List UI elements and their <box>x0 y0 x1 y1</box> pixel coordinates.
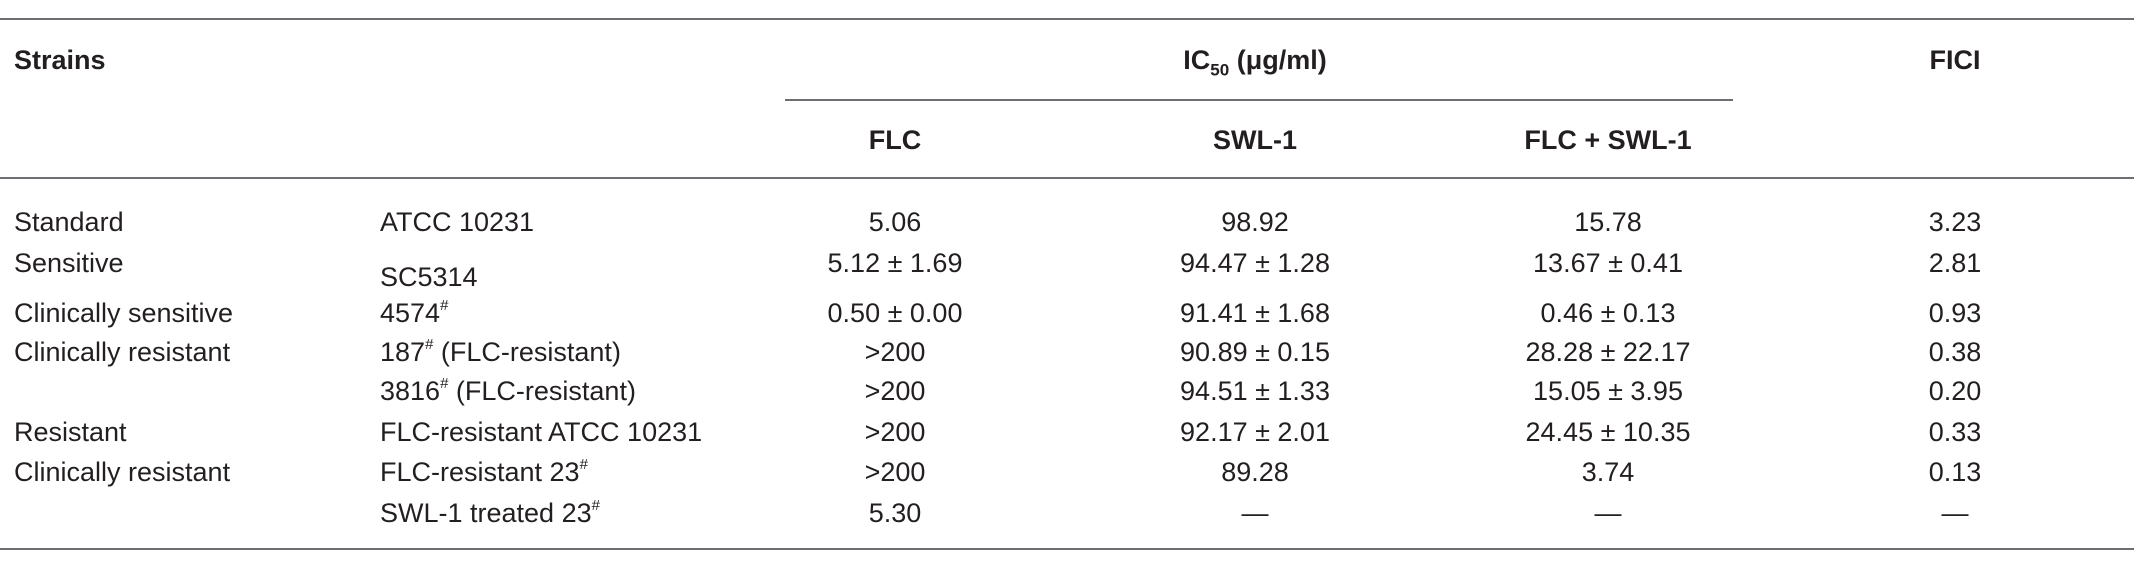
row-flc-swl1: 3.74 <box>1581 457 1635 487</box>
row-flc-swl1: 13.67 ± 0.41 <box>1533 248 1683 278</box>
header-flc-swl1: FLC + SWL-1 <box>1524 125 1692 155</box>
row-swl1: 92.17 ± 2.01 <box>1180 417 1330 447</box>
row-category: Sensitive <box>14 248 124 278</box>
row-strain-name: 3816 <box>380 376 441 406</box>
row-fici: 2.81 <box>1928 248 1982 278</box>
row-flc: 5.12 ± 1.69 <box>827 248 963 278</box>
row-flc-swl1: 0.46 ± 0.13 <box>1540 298 1676 328</box>
header-ic50-sub: 50 <box>1210 60 1230 80</box>
header-ic50: IC50 (μg/ml) <box>1183 44 1327 80</box>
row-strain-name: ATCC 10231 <box>380 207 535 237</box>
row-flc-swl1: 28.28 ± 22.17 <box>1525 337 1691 367</box>
row-flc-swl1: 15.05 ± 3.95 <box>1533 376 1683 406</box>
ic50-group-rule <box>785 99 1733 101</box>
row-fici: 3.23 <box>1928 207 1982 237</box>
row-category: Clinically sensitive <box>14 298 234 328</box>
row-strain-footnote-mark: # <box>425 336 434 353</box>
row-fici: 0.20 <box>1928 376 1982 406</box>
header-rule <box>0 177 2134 179</box>
header-ic50-unit: (μg/ml) <box>1229 45 1327 75</box>
row-flc: >200 <box>864 417 926 447</box>
row-swl1: 89.28 <box>1221 457 1289 487</box>
row-strain-suffix: (FLC-resistant) <box>433 337 621 367</box>
row-flc: >200 <box>864 337 926 367</box>
row-strain-name: SWL-1 treated 23 <box>380 498 592 528</box>
bottom-rule <box>0 548 2134 550</box>
row-category: Resistant <box>14 417 127 447</box>
row-fici: 0.33 <box>1928 417 1982 447</box>
row-strain: 3816# (FLC-resistant) <box>380 375 636 407</box>
top-rule <box>0 18 2134 20</box>
row-strain-suffix: (FLC-resistant) <box>448 376 636 406</box>
row-category: Clinically resistant <box>14 337 231 367</box>
row-flc-swl1: 15.78 <box>1574 207 1642 237</box>
row-strain-name: FLC-resistant 23 <box>380 457 580 487</box>
row-strain: ATCC 10231 <box>380 206 534 238</box>
header-strains: Strains <box>14 45 106 75</box>
row-flc-swl1: — <box>1594 498 1622 528</box>
row-swl1: 94.51 ± 1.33 <box>1180 376 1330 406</box>
row-strain-name: 187 <box>380 337 426 367</box>
header-ic50-prefix: IC <box>1183 45 1211 75</box>
row-strain-footnote-mark: # <box>440 375 449 392</box>
row-flc-swl1: 24.45 ± 10.35 <box>1525 417 1691 447</box>
row-strain-name: FLC-resistant ATCC 10231 <box>380 417 703 447</box>
row-fici: 0.13 <box>1928 457 1982 487</box>
row-strain-footnote-mark: # <box>579 456 588 473</box>
row-swl1: 91.41 ± 1.68 <box>1180 298 1330 328</box>
row-swl1: — <box>1241 498 1269 528</box>
row-fici: 0.93 <box>1928 298 1982 328</box>
header-swl1: SWL-1 <box>1213 125 1297 155</box>
header-fici: FICI <box>1929 45 1981 75</box>
row-strain-footnote-mark: # <box>591 497 600 514</box>
row-flc: 5.30 <box>868 498 922 528</box>
row-strain: FLC-resistant ATCC 10231 <box>380 416 702 448</box>
row-swl1: 90.89 ± 0.15 <box>1180 337 1330 367</box>
row-category: Standard <box>14 207 124 237</box>
row-strain: 4574# <box>380 297 448 329</box>
row-strain: FLC-resistant 23# <box>380 456 588 488</box>
row-strain: 187# (FLC-resistant) <box>380 336 621 368</box>
header-flc: FLC <box>868 125 922 155</box>
row-fici: — <box>1941 498 1969 528</box>
row-strain-name: SC5314 <box>380 262 478 292</box>
row-swl1: 98.92 <box>1221 207 1289 237</box>
row-flc: 0.50 ± 0.00 <box>827 298 963 328</box>
row-strain-name: 4574 <box>380 298 441 328</box>
row-category: Clinically resistant <box>14 457 231 487</box>
row-flc: >200 <box>864 376 926 406</box>
row-strain: SWL-1 treated 23# <box>380 497 600 529</box>
row-swl1: 94.47 ± 1.28 <box>1180 248 1330 278</box>
row-strain: SC5314 <box>380 261 478 293</box>
row-fici: 0.38 <box>1928 337 1982 367</box>
row-flc: 5.06 <box>868 207 922 237</box>
row-strain-footnote-mark: # <box>440 297 449 314</box>
row-flc: >200 <box>864 457 926 487</box>
